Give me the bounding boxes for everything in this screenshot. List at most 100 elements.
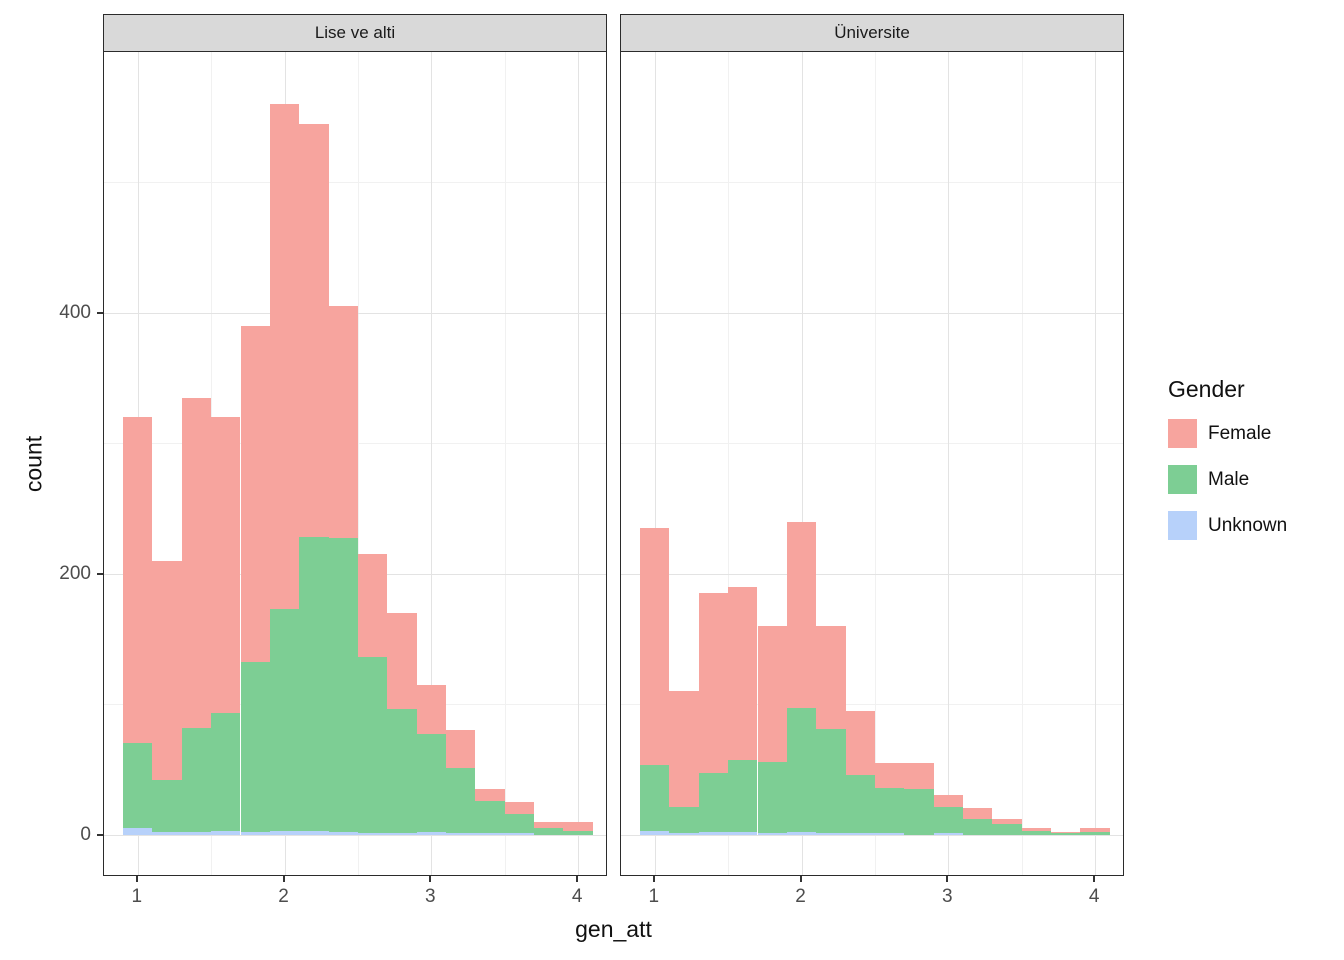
- gridline-minor-v: [728, 52, 730, 875]
- histogram-bar-male: [446, 768, 476, 834]
- legend-items: Female Male Unknown: [1168, 419, 1287, 540]
- legend-label: Male: [1208, 468, 1250, 490]
- histogram-bar-male: [757, 761, 787, 834]
- gridline-minor-h: [104, 182, 606, 184]
- histogram-bar-female: [904, 762, 934, 789]
- histogram-bar-unknown: [211, 830, 241, 835]
- x-tick-label: 3: [942, 886, 953, 907]
- legend-label: Female: [1208, 422, 1272, 444]
- legend-key-swatch: [1168, 465, 1197, 494]
- histogram-bar-female: [933, 795, 963, 808]
- histogram-bar-female: [152, 560, 182, 780]
- histogram-bar-male: [534, 828, 564, 835]
- histogram-bar-female: [123, 417, 153, 744]
- histogram-bar-unknown: [299, 830, 329, 835]
- histogram-bar-male: [563, 830, 593, 835]
- gridline-major-v: [948, 52, 950, 875]
- y-tick-mark: [97, 572, 103, 575]
- histogram-bar-female: [357, 554, 388, 658]
- histogram-bar-male: [669, 807, 699, 834]
- legend-item-female: Female: [1168, 419, 1287, 448]
- histogram-bar-unknown: [816, 833, 846, 835]
- histogram-bar-unknown: [933, 833, 963, 835]
- x-tick-mark: [1093, 876, 1096, 882]
- histogram-bar-unknown: [504, 833, 535, 835]
- histogram-bar-unknown: [446, 833, 476, 835]
- histogram-bar-female: [269, 104, 300, 609]
- histogram-bar-female: [475, 788, 505, 801]
- histogram-bar-unknown: [728, 831, 758, 835]
- y-tick-label: 0: [80, 823, 91, 845]
- x-tick-label: 4: [571, 886, 583, 907]
- histogram-bar-female: [563, 821, 593, 831]
- histogram-bar-female: [698, 593, 729, 774]
- histogram-bar-male: [357, 657, 388, 834]
- histogram-bar-female: [387, 612, 417, 710]
- histogram-bar-unknown: [181, 831, 212, 835]
- histogram-bar-male: [816, 728, 846, 834]
- histogram-bar-male: [387, 709, 417, 834]
- histogram-bar-unknown: [240, 831, 270, 835]
- histogram-bar-unknown: [786, 831, 817, 835]
- y-tick-mark: [97, 833, 103, 836]
- histogram-bar-female: [816, 625, 846, 729]
- histogram-bar-male: [123, 743, 153, 829]
- gridline-major-v: [578, 52, 580, 875]
- histogram-bar-male: [152, 779, 182, 832]
- histogram-bar-male: [416, 734, 446, 832]
- facet-strip-label: Üniversite: [834, 23, 910, 42]
- histogram-bar-male: [845, 774, 875, 834]
- histogram-bar-female: [534, 821, 564, 829]
- x-tick-label: 2: [795, 886, 806, 907]
- histogram-bar-female: [181, 397, 212, 728]
- histogram-bar-male: [181, 727, 212, 832]
- facet-strip-label: Lise ve alti: [314, 23, 396, 42]
- histogram-bar-female: [416, 684, 446, 735]
- histogram-bar-male: [475, 800, 505, 834]
- histogram-bar-female: [1051, 831, 1081, 834]
- x-tick-mark: [799, 876, 802, 882]
- histogram-bar-male: [786, 708, 817, 832]
- gridline-major-h: [621, 573, 1123, 575]
- histogram-bar-unknown: [669, 833, 699, 835]
- histogram-bar-unknown: [328, 831, 358, 835]
- histogram-bar-male: [933, 807, 963, 834]
- gridline-minor-v: [357, 52, 359, 875]
- gridline-minor-v: [874, 52, 876, 875]
- facet-panel: [103, 52, 607, 876]
- histogram-bar-female: [299, 123, 329, 538]
- histogram-bar-male: [874, 787, 905, 834]
- histogram-bar-female: [669, 691, 699, 808]
- histogram-bar-male: [728, 760, 758, 832]
- histogram-bar-female: [992, 818, 1022, 825]
- x-tick-label: 2: [278, 886, 289, 907]
- histogram-bar-male: [992, 824, 1022, 835]
- x-tick-mark: [946, 876, 949, 882]
- histogram-bar-male: [328, 538, 358, 832]
- histogram-bar-unknown: [387, 833, 417, 835]
- legend-key-swatch: [1168, 419, 1197, 448]
- legend-label: Unknown: [1208, 514, 1288, 536]
- histogram-bar-unknown: [152, 831, 182, 835]
- gridline-major-h: [621, 312, 1123, 314]
- y-tick-mark: [97, 311, 103, 314]
- gridline-major-h: [104, 834, 606, 836]
- histogram-bar-unknown: [757, 833, 787, 835]
- histogram-bar-female: [786, 521, 817, 709]
- y-tick-label: 400: [59, 301, 91, 323]
- histogram-bar-male: [299, 537, 329, 831]
- histogram-bar-unknown: [123, 828, 153, 835]
- gridline-minor-h: [621, 182, 1123, 184]
- facet-panel: [620, 52, 1124, 876]
- histogram-bar-female: [1021, 828, 1052, 831]
- histogram-bar-female: [446, 730, 476, 769]
- x-tick-label: 3: [425, 886, 436, 907]
- gridline-major-v: [654, 52, 656, 875]
- y-axis-title: count: [20, 435, 47, 493]
- histogram-bar-male: [240, 662, 270, 832]
- histogram-bar-female: [728, 586, 758, 761]
- gridline-minor-h: [621, 704, 1123, 706]
- histogram-bar-unknown: [357, 833, 388, 835]
- histogram-bar-female: [328, 306, 358, 539]
